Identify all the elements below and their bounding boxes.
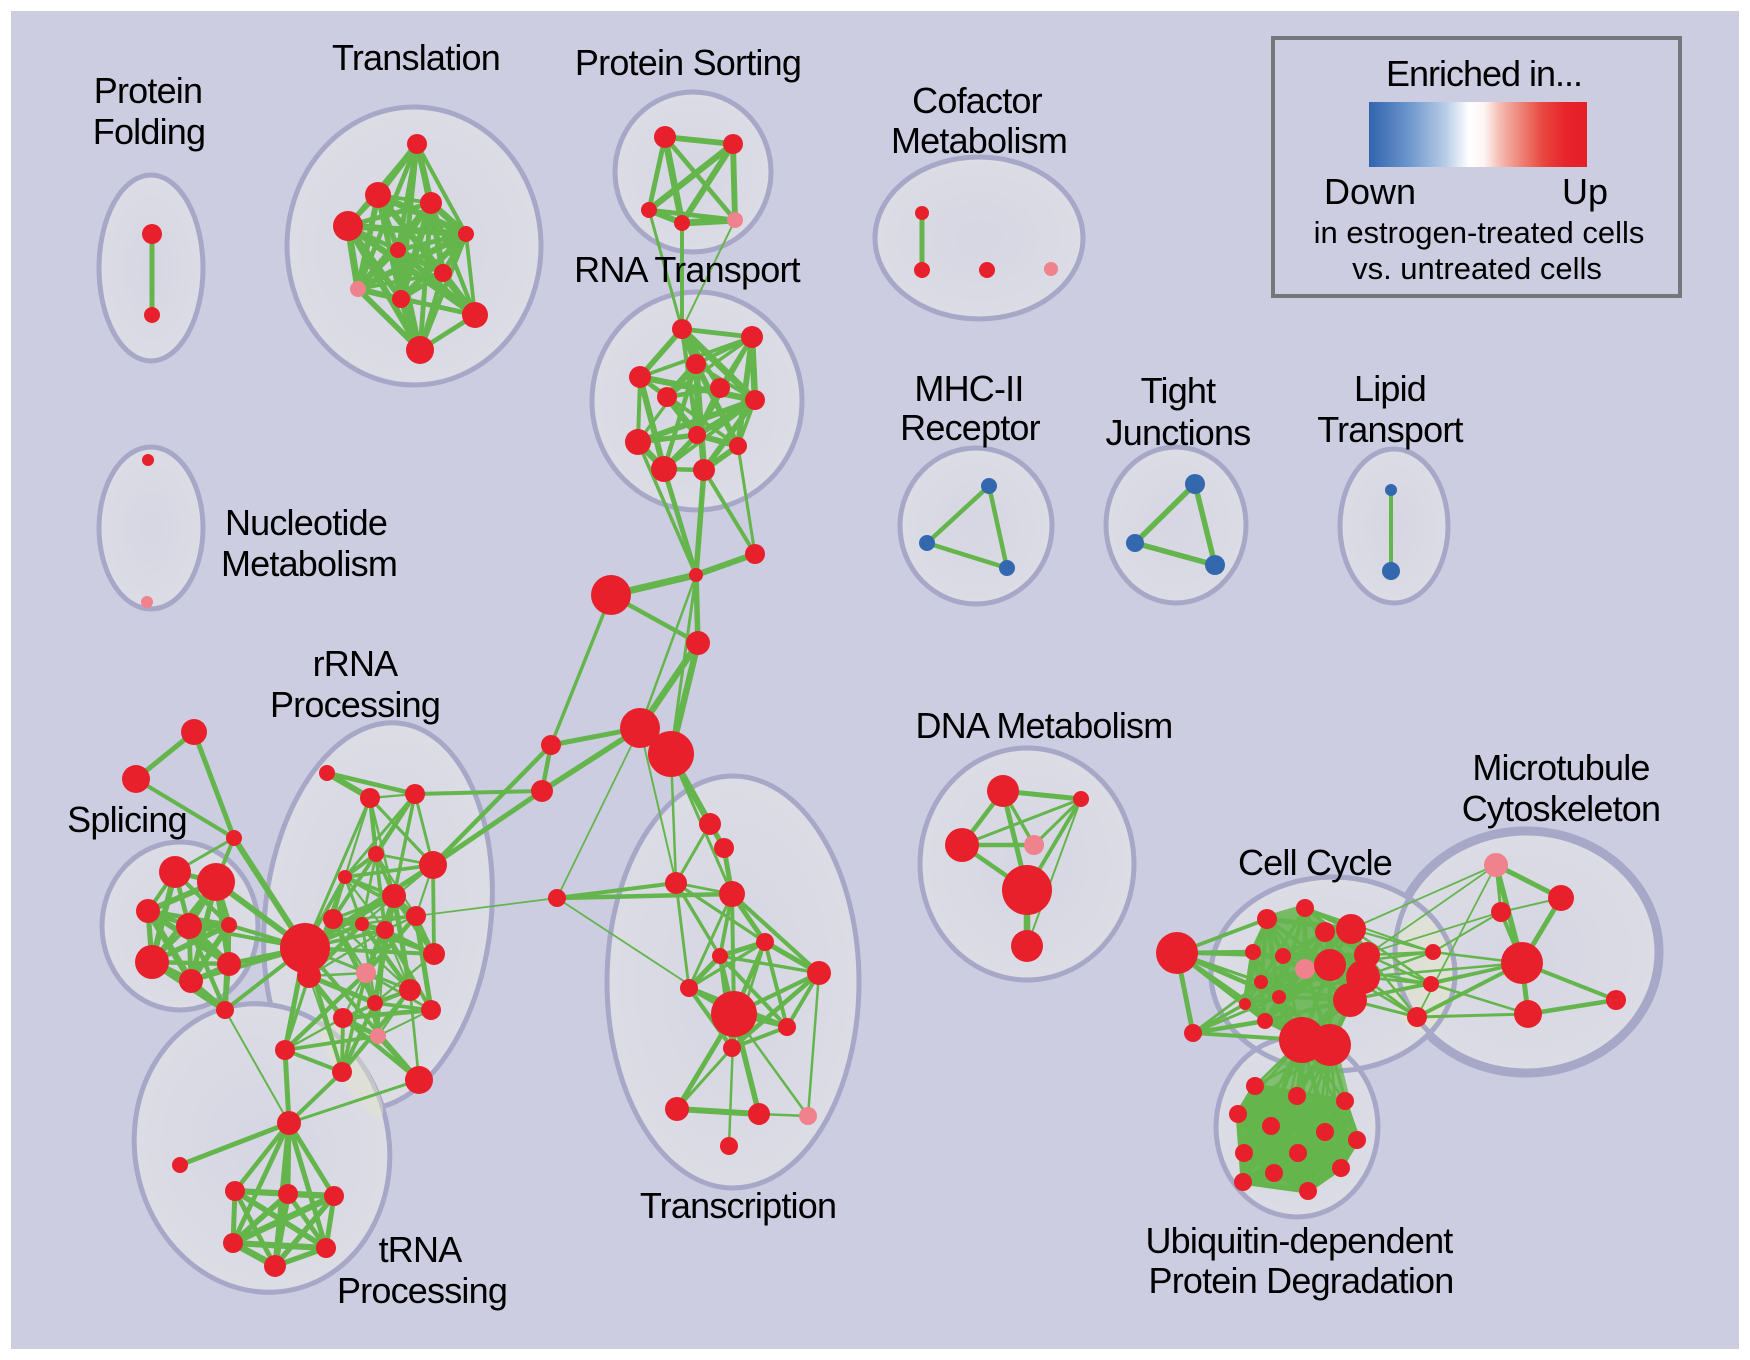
svg-text:Translation: Translation bbox=[332, 37, 500, 78]
svg-text:Tight: Tight bbox=[1141, 370, 1216, 411]
svg-text:Enriched in...: Enriched in... bbox=[1386, 53, 1582, 94]
svg-text:Ubiquitin-dependent: Ubiquitin-dependent bbox=[1145, 1220, 1453, 1261]
svg-text:Processing: Processing bbox=[337, 1270, 507, 1311]
svg-text:Receptor: Receptor bbox=[900, 407, 1040, 448]
svg-text:Protein Degradation: Protein Degradation bbox=[1148, 1260, 1453, 1301]
svg-text:Metabolism: Metabolism bbox=[221, 543, 397, 584]
svg-text:Protein Sorting: Protein Sorting bbox=[575, 42, 801, 83]
svg-text:tRNA: tRNA bbox=[379, 1229, 463, 1270]
svg-text:Metabolism: Metabolism bbox=[891, 120, 1067, 161]
svg-text:Splicing: Splicing bbox=[67, 799, 187, 840]
svg-text:Processing: Processing bbox=[270, 684, 440, 725]
svg-text:Junctions: Junctions bbox=[1106, 412, 1251, 453]
svg-text:Microtubule: Microtubule bbox=[1472, 747, 1649, 788]
svg-text:Up: Up bbox=[1562, 171, 1608, 212]
svg-text:Cytoskeleton: Cytoskeleton bbox=[1462, 788, 1661, 829]
svg-text:rRNA: rRNA bbox=[313, 643, 399, 684]
svg-text:MHC-II: MHC-II bbox=[914, 368, 1023, 409]
svg-text:Down: Down bbox=[1324, 171, 1416, 212]
svg-text:DNA Metabolism: DNA Metabolism bbox=[916, 705, 1173, 746]
svg-text:Cell Cycle: Cell Cycle bbox=[1238, 842, 1392, 883]
svg-text:Transcription: Transcription bbox=[640, 1185, 836, 1226]
svg-text:Protein: Protein bbox=[94, 70, 202, 111]
svg-text:RNA Transport: RNA Transport bbox=[574, 249, 800, 290]
svg-text:Cofactor: Cofactor bbox=[912, 80, 1042, 121]
svg-text:in estrogen-treated cells: in estrogen-treated cells bbox=[1314, 215, 1645, 250]
svg-text:Lipid: Lipid bbox=[1354, 368, 1426, 409]
svg-text:vs. untreated cells: vs. untreated cells bbox=[1352, 251, 1602, 286]
svg-text:Nucleotide: Nucleotide bbox=[225, 502, 387, 543]
svg-text:Folding: Folding bbox=[93, 111, 205, 152]
svg-text:Transport: Transport bbox=[1317, 409, 1463, 450]
